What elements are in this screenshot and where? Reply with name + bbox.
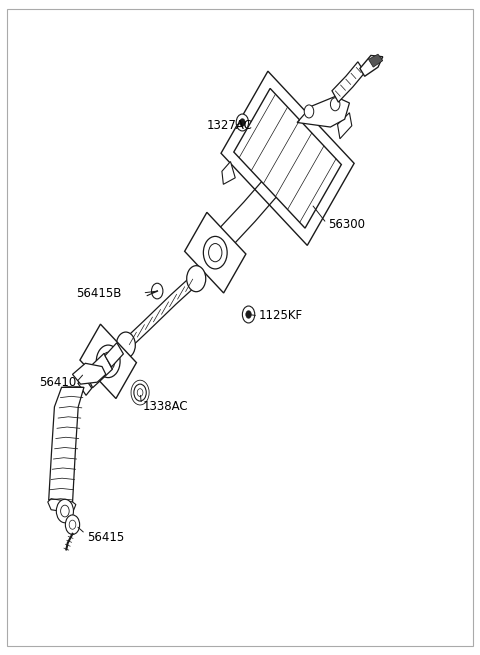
Polygon shape <box>337 113 352 139</box>
Circle shape <box>304 105 314 118</box>
Text: 56415: 56415 <box>87 531 124 544</box>
Text: 56410: 56410 <box>39 377 76 389</box>
Circle shape <box>240 119 245 126</box>
Circle shape <box>152 283 163 299</box>
Circle shape <box>102 352 115 371</box>
Circle shape <box>60 505 69 517</box>
Text: 1125KF: 1125KF <box>259 309 303 322</box>
Polygon shape <box>297 96 349 127</box>
Circle shape <box>137 388 143 396</box>
Circle shape <box>56 499 73 523</box>
Polygon shape <box>234 88 341 228</box>
Polygon shape <box>105 343 123 367</box>
Circle shape <box>246 310 252 318</box>
Polygon shape <box>185 212 246 293</box>
Circle shape <box>209 244 222 262</box>
Polygon shape <box>369 54 383 67</box>
Circle shape <box>69 520 76 529</box>
Circle shape <box>242 306 255 323</box>
Polygon shape <box>78 376 92 396</box>
Circle shape <box>187 266 206 291</box>
Text: 56300: 56300 <box>328 218 365 231</box>
Polygon shape <box>48 498 76 513</box>
Text: 1327AC: 1327AC <box>207 119 252 132</box>
Circle shape <box>116 332 135 358</box>
Polygon shape <box>85 353 112 388</box>
Polygon shape <box>48 387 84 503</box>
Circle shape <box>330 98 340 111</box>
Polygon shape <box>123 274 199 350</box>
Circle shape <box>96 345 120 378</box>
Text: 56415B: 56415B <box>76 286 121 299</box>
Polygon shape <box>72 364 106 384</box>
Circle shape <box>204 236 227 269</box>
Text: 1338AC: 1338AC <box>143 400 188 413</box>
Circle shape <box>236 114 249 131</box>
Polygon shape <box>213 149 299 255</box>
Polygon shape <box>360 56 383 76</box>
Circle shape <box>65 515 80 534</box>
Circle shape <box>134 384 146 401</box>
Polygon shape <box>332 62 365 102</box>
Polygon shape <box>80 324 136 398</box>
Polygon shape <box>222 162 235 184</box>
